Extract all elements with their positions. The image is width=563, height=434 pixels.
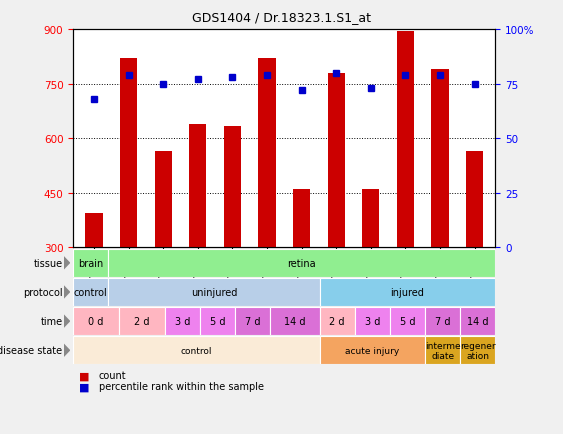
Polygon shape (64, 343, 70, 358)
Text: 2 d: 2 d (134, 316, 150, 326)
Bar (328, 74, 345, 247)
Text: brain: brain (78, 258, 104, 268)
Polygon shape (64, 314, 70, 329)
Bar (189, 125, 207, 247)
Polygon shape (64, 256, 70, 270)
Text: 14 d: 14 d (284, 316, 306, 326)
Bar (461, 336, 495, 365)
Text: 3 d: 3 d (175, 316, 190, 326)
Text: 2 d: 2 d (329, 316, 345, 326)
Text: ■: ■ (79, 381, 90, 391)
Bar (431, 70, 449, 247)
Text: 14 d: 14 d (467, 316, 489, 326)
Text: count: count (99, 371, 126, 380)
Text: ■: ■ (79, 371, 90, 380)
Text: control: control (181, 346, 212, 355)
Text: protocol: protocol (23, 287, 62, 297)
Bar (320, 336, 425, 365)
Text: tissue: tissue (33, 258, 62, 268)
Bar (270, 307, 320, 335)
Bar (425, 336, 461, 365)
Text: uninjured: uninjured (191, 287, 237, 297)
Bar (355, 307, 390, 335)
Bar (461, 307, 495, 335)
Text: 7 d: 7 d (245, 316, 261, 326)
Polygon shape (64, 285, 70, 299)
Bar (235, 307, 270, 335)
Bar (165, 307, 200, 335)
Bar (320, 278, 495, 306)
Text: control: control (74, 287, 108, 297)
Bar (154, 151, 172, 247)
Text: 5 d: 5 d (400, 316, 415, 326)
Bar (425, 307, 461, 335)
Bar (120, 59, 137, 247)
Text: acute injury: acute injury (345, 346, 399, 355)
Text: regener
ation: regener ation (460, 341, 495, 360)
Text: disease state: disease state (0, 345, 62, 355)
Bar (320, 307, 355, 335)
Bar (466, 151, 483, 247)
Text: time: time (41, 316, 62, 326)
Text: 0 d: 0 d (88, 316, 104, 326)
Bar (224, 126, 241, 247)
Bar (362, 190, 379, 247)
Text: retina: retina (288, 258, 316, 268)
Bar (108, 278, 320, 306)
Bar (258, 59, 276, 247)
Bar (73, 249, 108, 277)
Bar (73, 307, 119, 335)
Bar (73, 278, 108, 306)
Text: interme
diate: interme diate (425, 341, 461, 360)
Text: percentile rank within the sample: percentile rank within the sample (99, 381, 263, 391)
Text: 5 d: 5 d (209, 316, 225, 326)
Bar (119, 307, 165, 335)
Bar (390, 307, 425, 335)
Text: GDS1404 / Dr.18323.1.S1_at: GDS1404 / Dr.18323.1.S1_at (192, 11, 371, 24)
Bar (293, 190, 310, 247)
Bar (73, 336, 320, 365)
Text: 7 d: 7 d (435, 316, 450, 326)
Text: injured: injured (391, 287, 425, 297)
Bar (86, 213, 102, 247)
Text: 3 d: 3 d (365, 316, 380, 326)
Bar (200, 307, 235, 335)
Bar (397, 32, 414, 247)
